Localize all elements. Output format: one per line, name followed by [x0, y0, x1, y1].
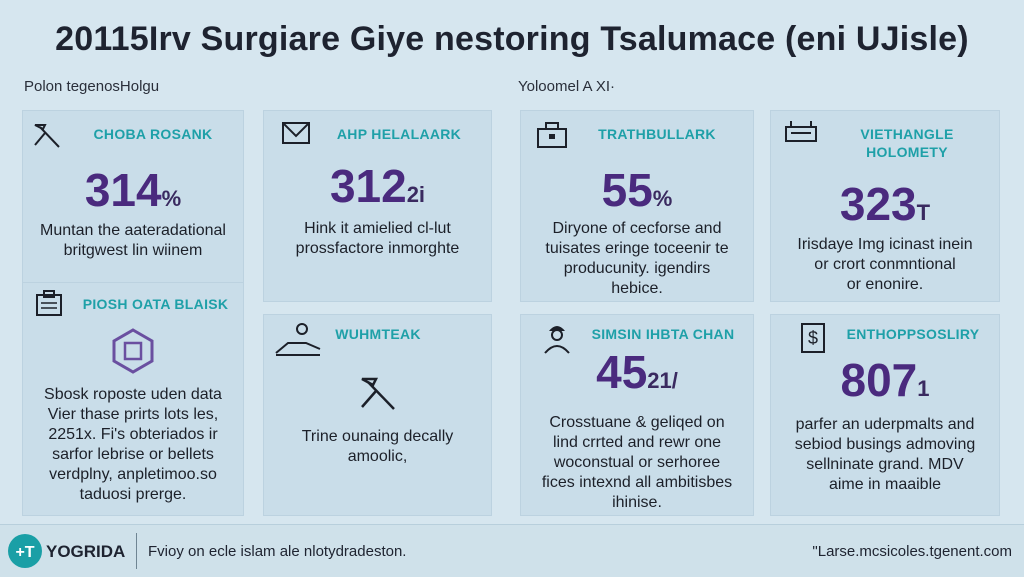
desc-line: Sbosk roposte uden data: [44, 386, 222, 403]
desc-line: amoolic,: [347, 448, 408, 465]
stat-card: CHOBA ROSANK 314% Muntan the aateradatio…: [22, 110, 244, 298]
desc-line: 2251x. Fi's obteriados ir: [48, 426, 218, 443]
desc-line: verdplny, anpletimoo.so: [49, 466, 217, 483]
value-number: 323: [839, 178, 917, 230]
logo-mark-icon: +T: [15, 544, 34, 561]
brand-logo: +T: [8, 534, 42, 568]
brand-name: YOGRIDA: [46, 542, 126, 561]
desc-line: prossfactore inmorghte: [295, 240, 460, 257]
card-value: 314%: [23, 163, 243, 217]
card-title: ENTHOPPSOSLIRY: [846, 326, 980, 342]
desc-line: britgwest lin wiinem: [63, 242, 203, 259]
card-description: Muntan the aateradational britgwest lin …: [31, 221, 235, 261]
value-unit: 2i: [406, 182, 426, 207]
stat-card: TRATHBULLARK 55% Diryone of cecforse and…: [520, 110, 754, 302]
desc-line: sebiod busings admoving: [794, 436, 976, 453]
desc-line: sarfor lebrise or bellets: [52, 446, 214, 463]
card-title: WUHMTEAK: [335, 326, 421, 342]
cash-register-icon: [785, 121, 817, 142]
card-value: 55%: [521, 163, 753, 217]
dollar-icon: $: [801, 323, 825, 353]
hammer-icon: [34, 124, 60, 148]
desc-line: woconstual or serhoree: [553, 454, 721, 471]
value-unit: T: [916, 200, 931, 225]
briefcase-icon: [537, 122, 567, 148]
desc-line: Diryone of cecforse and: [552, 220, 722, 237]
card-title: CHOBA ROSANK: [93, 126, 213, 142]
value-number: 55: [601, 164, 653, 216]
card-description: Irisdaye Img icinast inein or crort conm…: [779, 235, 991, 295]
desc-line: Crosstuane & geliqed on: [549, 414, 725, 431]
left-section-heading: Polon tegenosHolgu: [24, 78, 160, 95]
value-unit: 21/: [647, 368, 678, 393]
desc-line: Trine ounaing decally: [301, 428, 454, 445]
stat-card: $ ENTHOPPSOSLIRY 8071 parfer an uderpmal…: [770, 314, 1000, 516]
card-value: 8071: [771, 353, 999, 407]
svg-text:$: $: [808, 328, 818, 348]
desc-line: fices intexnd all ambitisbes: [541, 474, 733, 491]
value-number: 45: [596, 346, 648, 398]
desc-line: lind crrted and rewr one: [552, 434, 722, 451]
desc-line: parfer an uderpmalts and: [795, 416, 975, 433]
stat-card: SIMSIN IHBTA CHAN 4521/ Crosstuane & gel…: [520, 314, 754, 516]
stat-card: WUHMTEAK Trine ounaing decally amoolic,: [263, 314, 492, 516]
worker-icon: [544, 326, 570, 354]
desc-line: aime in maaible: [828, 476, 942, 493]
card-description: Hink it amielied cl-lut prossfactore inm…: [272, 219, 483, 259]
card-description: Diryone of cecforse and tuisates eringe …: [529, 219, 745, 299]
card-description: Sbosk roposte uden data Vier thase prirt…: [31, 385, 235, 505]
desc-line: hebice.: [611, 280, 663, 297]
desc-line: Hink it amielied cl-lut: [304, 220, 451, 237]
card-description: Trine ounaing decally amoolic,: [272, 427, 483, 467]
envelope-icon: [282, 122, 310, 144]
card-title: SIMSIN IHBTA CHAN: [591, 326, 735, 342]
card-description: Crosstuane & geliqed on lind crrted and …: [529, 413, 745, 513]
page-title: 20115Irv Surgiare Giye nestoring Tsaluma…: [55, 20, 969, 58]
value-unit: %: [652, 186, 673, 211]
card-title: TRATHBULLARK: [598, 126, 716, 142]
right-section-heading: Yoloomel A XI·: [518, 78, 616, 95]
card-value: 3122i: [264, 159, 491, 213]
stat-card: AHP HELALAARK 3122i Hink it amielied cl-…: [263, 110, 492, 302]
card-title: PIOSH OATA BLAISK: [82, 296, 229, 312]
footer-tagline: Fvioy on ecle islam ale nlotydradeston.: [148, 543, 407, 560]
value-number: 312: [329, 160, 407, 212]
value-number: 314: [84, 164, 162, 216]
value-unit: 1: [917, 376, 930, 401]
svg-text:+T: +T: [15, 544, 34, 561]
hand-icon: [275, 323, 321, 356]
footer: +T YOGRIDA Fvioy on ecle islam ale nloty…: [0, 524, 1024, 577]
card-description: parfer an uderpmalts and sebiod busings …: [779, 415, 991, 495]
desc-line: tuisates eringe toceenir te: [545, 240, 729, 257]
value-unit: %: [161, 186, 182, 211]
clipboard-icon: [36, 290, 62, 316]
card-value: 323T: [771, 177, 999, 231]
desc-line: Irisdaye Img icinast inein: [797, 236, 973, 253]
desc-line: or enonire.: [846, 276, 924, 293]
desc-line: producunity. igendirs: [563, 260, 711, 277]
footer-url-link[interactable]: "Larse.mcsicoles.tgenent.com: [812, 543, 1012, 560]
card-title: VIETHANGLE HOLOMETY: [860, 126, 954, 161]
card-title: AHP HELALAARK: [336, 126, 462, 142]
desc-line: Muntan the aateradational: [40, 222, 226, 239]
desc-line: Vier thase prirts lots les,: [47, 406, 219, 423]
footer-divider: [136, 533, 137, 569]
value-number: 807: [840, 354, 918, 406]
desc-line: taduosi prerge.: [79, 486, 187, 503]
hexagon-icon: [112, 328, 154, 374]
stat-card: VIETHANGLE HOLOMETY 323T Irisdaye Img ic…: [770, 110, 1000, 302]
hammer-icon: [361, 377, 395, 410]
desc-line: sellninate grand. MDV: [806, 456, 964, 473]
stat-card: PIOSH OATA BLAISK Sbosk roposte uden dat…: [22, 282, 244, 516]
card-value: 4521/: [521, 345, 753, 399]
desc-line: or crort conmntional: [814, 256, 956, 273]
desc-line: ihinise.: [612, 494, 662, 511]
